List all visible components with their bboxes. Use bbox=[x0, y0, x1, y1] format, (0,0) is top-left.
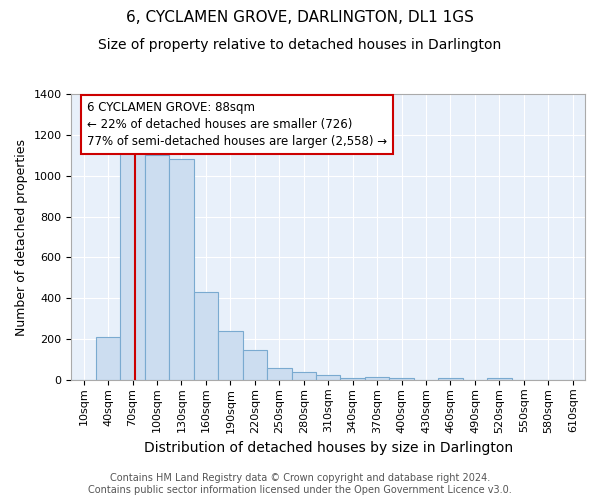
Bar bbox=[340, 378, 365, 380]
Text: 6 CYCLAMEN GROVE: 88sqm
← 22% of detached houses are smaller (726)
77% of semi-d: 6 CYCLAMEN GROVE: 88sqm ← 22% of detache… bbox=[87, 101, 387, 148]
Bar bbox=[487, 378, 512, 380]
Text: Contains HM Land Registry data © Crown copyright and database right 2024.
Contai: Contains HM Land Registry data © Crown c… bbox=[88, 474, 512, 495]
Bar bbox=[365, 377, 389, 380]
Bar bbox=[218, 331, 242, 380]
Bar bbox=[242, 350, 267, 380]
Bar bbox=[96, 337, 121, 380]
Bar bbox=[316, 375, 340, 380]
Bar bbox=[292, 372, 316, 380]
Bar bbox=[438, 378, 463, 380]
Bar bbox=[121, 153, 145, 380]
Y-axis label: Number of detached properties: Number of detached properties bbox=[15, 138, 28, 336]
X-axis label: Distribution of detached houses by size in Darlington: Distribution of detached houses by size … bbox=[143, 441, 513, 455]
Bar bbox=[389, 378, 414, 380]
Text: Size of property relative to detached houses in Darlington: Size of property relative to detached ho… bbox=[98, 38, 502, 52]
Text: 6, CYCLAMEN GROVE, DARLINGTON, DL1 1GS: 6, CYCLAMEN GROVE, DARLINGTON, DL1 1GS bbox=[126, 10, 474, 25]
Bar bbox=[169, 160, 194, 380]
Bar bbox=[145, 156, 169, 380]
Bar bbox=[267, 368, 292, 380]
Bar bbox=[194, 292, 218, 380]
